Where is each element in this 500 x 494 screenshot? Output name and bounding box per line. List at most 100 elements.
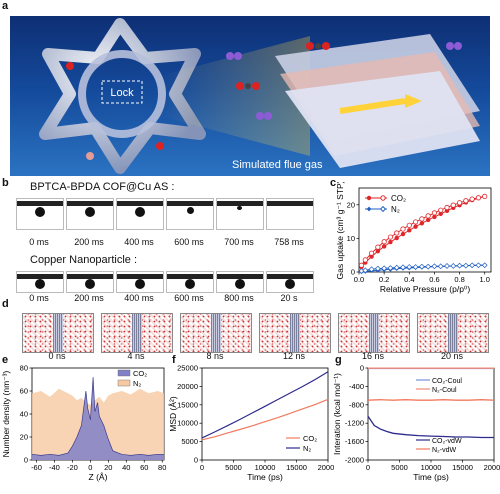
time-label: 4 ns [127, 351, 145, 361]
y-tick-label: 0 [360, 364, 364, 373]
data-point-n2-desorption [469, 262, 476, 269]
x-axis-label: Time (ps) [413, 472, 449, 482]
time-label: 400 ms [124, 293, 154, 303]
data-point-co2-desorption [469, 196, 475, 202]
legend-marker [380, 195, 386, 201]
legend-label: CO₂-vdW [432, 438, 462, 445]
data-point-co2-desorption [381, 239, 387, 245]
time-label: 800 ms [224, 293, 254, 303]
md-snapshot [180, 313, 252, 353]
cof-time-labels: 0 ms 200 ms 400 ms 600 ms 700 ms 758 ms [16, 237, 316, 249]
legend-label: CO₂ [133, 369, 147, 378]
legend-marker [379, 205, 387, 213]
data-point-co2-desorption [475, 195, 482, 201]
lock-text: Lock [110, 87, 134, 99]
data-point-co2-desorption [362, 257, 368, 263]
time-label: 20 s [280, 293, 298, 303]
data-point-n2-desorption [400, 264, 406, 271]
x-tick-label: -20 [67, 463, 78, 472]
series-line-n2 [201, 371, 329, 439]
data-point-co2-adsorption [394, 235, 399, 241]
time-label: 0 ms [29, 293, 49, 303]
droplet-frame [266, 198, 314, 230]
y-tick-label: -1600 [345, 437, 364, 446]
flue-gas-caption: Simulated flue gas [232, 159, 323, 171]
time-label: 200 ms [74, 237, 104, 247]
data-point-n2-desorption [444, 263, 450, 269]
data-point-n2-desorption [481, 262, 488, 269]
legend-marker [366, 195, 372, 201]
y-tick-label: 0 [24, 456, 28, 465]
x-axis-label: Z (Å) [89, 472, 108, 482]
data-point-co2-adsorption [407, 228, 412, 233]
y-tick-label: 60 [20, 387, 28, 396]
panel-c-label: c [330, 177, 337, 189]
chart-e-number-density: -60 -40 -20 0 20 40 60 80 0 20 40 60 80 Z (Å) Number d… [1, 364, 166, 483]
md-snapshot [101, 313, 173, 353]
y-tick-label: 0 [194, 456, 198, 465]
data-point-co2-desorption [375, 244, 381, 250]
data-point-co2-desorption [358, 262, 365, 268]
panel-g-label: g [335, 354, 342, 366]
data-point-co2-adsorption [375, 248, 381, 254]
plot-frame [358, 187, 492, 273]
series-line-2 [367, 415, 494, 439]
x-tick-label: 0 [88, 463, 92, 472]
droplet-frame [16, 198, 64, 230]
data-point-n2-desorption [412, 264, 419, 270]
data-point-co2-adsorption [413, 224, 418, 229]
x-tick-label: -60 [31, 463, 42, 472]
area-co2 [32, 377, 164, 460]
data-point-co2-desorption [456, 200, 463, 206]
legend-swatch [117, 369, 131, 377]
light-beam [160, 36, 310, 156]
droplet-frame [166, 198, 214, 230]
data-point-n2-desorption [431, 263, 438, 270]
x-tick-label: 0.8 [454, 275, 464, 284]
data-point-co2-desorption [482, 193, 488, 199]
droplet-frame [266, 271, 314, 293]
x-axis-label: Time (ps) [247, 472, 283, 482]
series-line-co2 [201, 398, 329, 441]
y-tick-label: 0 [351, 268, 355, 277]
copper-row-title: Copper Nanoparticle : [30, 254, 138, 266]
copper-droplet-row [16, 271, 314, 293]
data-point-co2-desorption [406, 222, 412, 228]
y-tick-label: 20 [20, 433, 28, 442]
data-point-co2-desorption [400, 226, 406, 232]
time-label: 600 ms [174, 237, 204, 247]
y-tick-label: 10 [347, 234, 355, 243]
x-axis-label: Relative Pressure (p/p⁰) [380, 284, 470, 294]
x-tick-label: 0.0 [354, 275, 364, 284]
x-tick-label: 40 [122, 463, 130, 472]
chart-g-interaction: 0 5000 10000 15000 20000 0 -400 -800 -1200 -1600 -… [332, 364, 500, 483]
x-tick-label: 0 [200, 463, 204, 472]
data-point-co2-desorption [419, 216, 425, 222]
y-axis-label: Interation (kcal mol⁻¹) [332, 373, 342, 455]
gas-molecules [66, 42, 462, 160]
data-point-co2-desorption [450, 202, 456, 208]
time-label: 20 ns [440, 351, 464, 361]
y-tick-label: -1200 [345, 419, 364, 428]
data-point-n2-desorption [381, 265, 388, 272]
data-point-co2-adsorption [438, 211, 443, 217]
data-point-co2-adsorption [419, 221, 425, 226]
data-point-co2-desorption [444, 204, 450, 211]
time-label: 700 ms [224, 237, 254, 247]
md-snapshot [22, 313, 94, 353]
data-point-co2-desorption [463, 198, 469, 204]
cof-illustration-svg: Lock Simulated flue gas [39, 18, 480, 174]
chart-f-msd: 0 5000 10000 15000 20000 0 5000 10000 15000 20000… [168, 364, 334, 483]
data-point-n2-desorption [362, 267, 369, 274]
time-label: 0 ms [29, 237, 49, 247]
data-point-co2-desorption [394, 230, 400, 236]
legend-label: N₂-vdW [432, 447, 456, 454]
y-tick-label: 80 [20, 364, 28, 373]
md-snapshot [338, 313, 410, 353]
panel-e-label: e [2, 354, 9, 366]
x-tick-label: 0 [366, 463, 370, 472]
cof-droplet-row [16, 198, 314, 230]
legend-label: N₂ [133, 379, 141, 388]
cof-illustration: Lock Simulated flue gas [10, 16, 490, 176]
panel-f-label: f [172, 354, 176, 366]
